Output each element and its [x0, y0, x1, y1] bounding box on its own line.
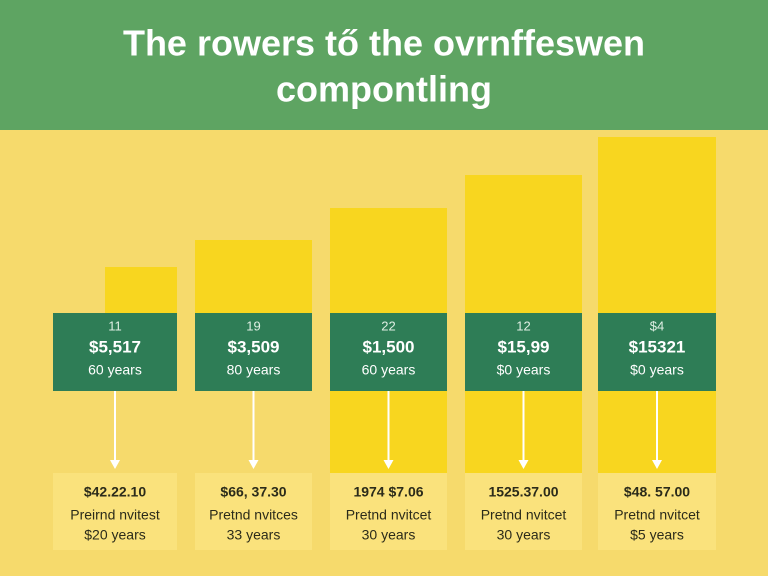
- bottom-box: [53, 473, 177, 550]
- top-label: 12: [516, 318, 530, 333]
- bottom-amount: $48. 57.00: [624, 484, 690, 500]
- bottom-text: Preirnd nvitest: [70, 507, 160, 523]
- top-amount: $15321: [629, 337, 686, 356]
- top-amount: $5,517: [89, 337, 141, 356]
- top-label: 22: [381, 318, 395, 333]
- bottom-text: Pretnd nvitcet: [346, 507, 432, 523]
- bottom-years: 30 years: [497, 527, 551, 543]
- arrow-head: [110, 460, 120, 469]
- top-label: 11: [108, 318, 122, 333]
- bottom-years: $5 years: [630, 527, 684, 543]
- info-box: [53, 313, 177, 391]
- arrow-head: [248, 460, 259, 469]
- header: [0, 0, 768, 130]
- top-years: $0 years: [630, 362, 684, 378]
- title-line: compontling: [276, 69, 492, 110]
- bar: [105, 267, 177, 313]
- info-box: [465, 313, 582, 391]
- top-amount: $15,99: [498, 337, 550, 356]
- bottom-box: [330, 473, 447, 550]
- bottom-years: $20 years: [84, 527, 145, 543]
- bottom-text: Pretnd nvitcet: [481, 507, 567, 523]
- top-label: 19: [246, 318, 260, 333]
- bottom-years: 33 years: [227, 527, 281, 543]
- bottom-box: [465, 473, 582, 550]
- bar: [195, 240, 312, 313]
- top-years: 60 years: [88, 362, 142, 378]
- top-amount: $1,500: [363, 337, 415, 356]
- top-years: 60 years: [362, 362, 416, 378]
- arrow-head: [652, 460, 662, 469]
- bottom-text: Pretnd nvitces: [209, 507, 298, 523]
- bottom-text: Pretnd nvitcet: [614, 507, 700, 523]
- bottom-box: [598, 473, 716, 550]
- top-years: 80 years: [227, 362, 281, 378]
- title-line: The rowers tő the ovrnffeswen: [123, 23, 645, 64]
- bottom-amount: 1525.37.00: [488, 484, 558, 500]
- top-label: $4: [650, 318, 664, 333]
- info-box: [195, 313, 312, 391]
- bottom-amount: $66, 37.30: [220, 484, 286, 500]
- bottom-amount: 1974 $7.06: [353, 484, 423, 500]
- info-box: [330, 313, 447, 391]
- info-box: [598, 313, 716, 391]
- top-amount: $3,509: [228, 337, 280, 356]
- bottom-years: 30 years: [362, 527, 416, 543]
- top-years: $0 years: [497, 362, 551, 378]
- bottom-amount: $42.22.10: [84, 484, 146, 500]
- bottom-box: [195, 473, 312, 550]
- arrow-head: [383, 460, 394, 469]
- arrow-head: [518, 460, 529, 469]
